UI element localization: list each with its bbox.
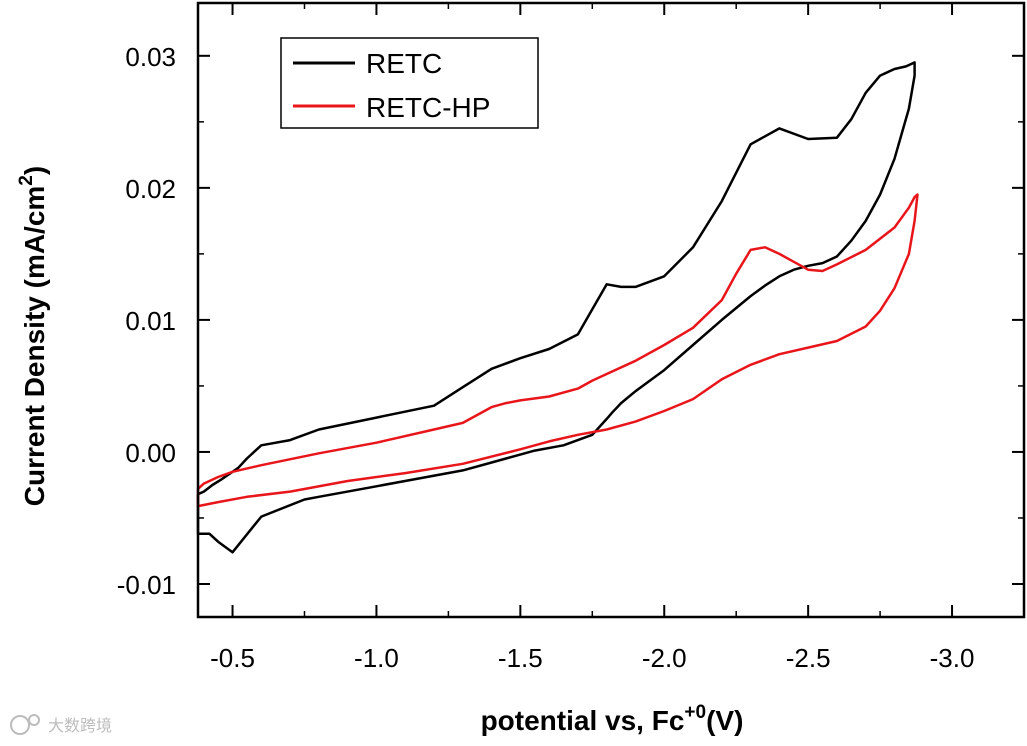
watermark-logo-dot-icon [28,714,40,726]
y-axis-title-sup: 2 [16,175,37,186]
legend-label-retc: RETC [366,48,442,79]
plot-frame [196,1,1026,619]
x-tick-label: -3.0 [930,643,975,673]
x-tick-label: -1.0 [354,643,399,673]
x-axis-title-main: potential vs, Fc [481,705,685,736]
y-tick-label: 0.01 [125,306,176,336]
x-axis-title: potential vs, Fc+0(V) [481,702,744,736]
y-axis-title-main: Current Density (mA/cm [19,186,50,507]
x-tick-label: -0.5 [210,643,255,673]
y-axis-title: Current Density (mA/cm2) [16,166,50,506]
x-axis-title-unit: (V) [706,705,743,736]
data-series [196,61,919,554]
watermark-logo-icon [10,715,30,735]
y-tick-label: -0.01 [117,570,176,600]
watermark: 大数跨境 [10,714,112,735]
y-tick-label: 0.03 [125,42,176,72]
legend-box [280,37,539,129]
series-line-retc-hp [196,193,919,508]
legend: RETC RETC-HP [280,37,539,129]
series-line-retc [196,61,916,554]
x-tick-label: -1.5 [498,643,543,673]
x-axis-title-sup: +0 [684,702,706,723]
watermark-text: 大数跨境 [48,716,112,735]
x-tick-label: -2.5 [786,643,831,673]
y-axis-title-end: ) [19,166,50,175]
axis-ticks: -0.5 -1.0 -1.5 -2.0 -2.5 -3.0 -0.01 0.00 0.01 0.0… [117,3,1024,673]
x-tick-label: -2.0 [642,643,687,673]
y-tick-label: 0.02 [125,174,176,204]
legend-label-retc-hp: RETC-HP [366,92,490,123]
y-tick-label: 0.00 [125,438,176,468]
